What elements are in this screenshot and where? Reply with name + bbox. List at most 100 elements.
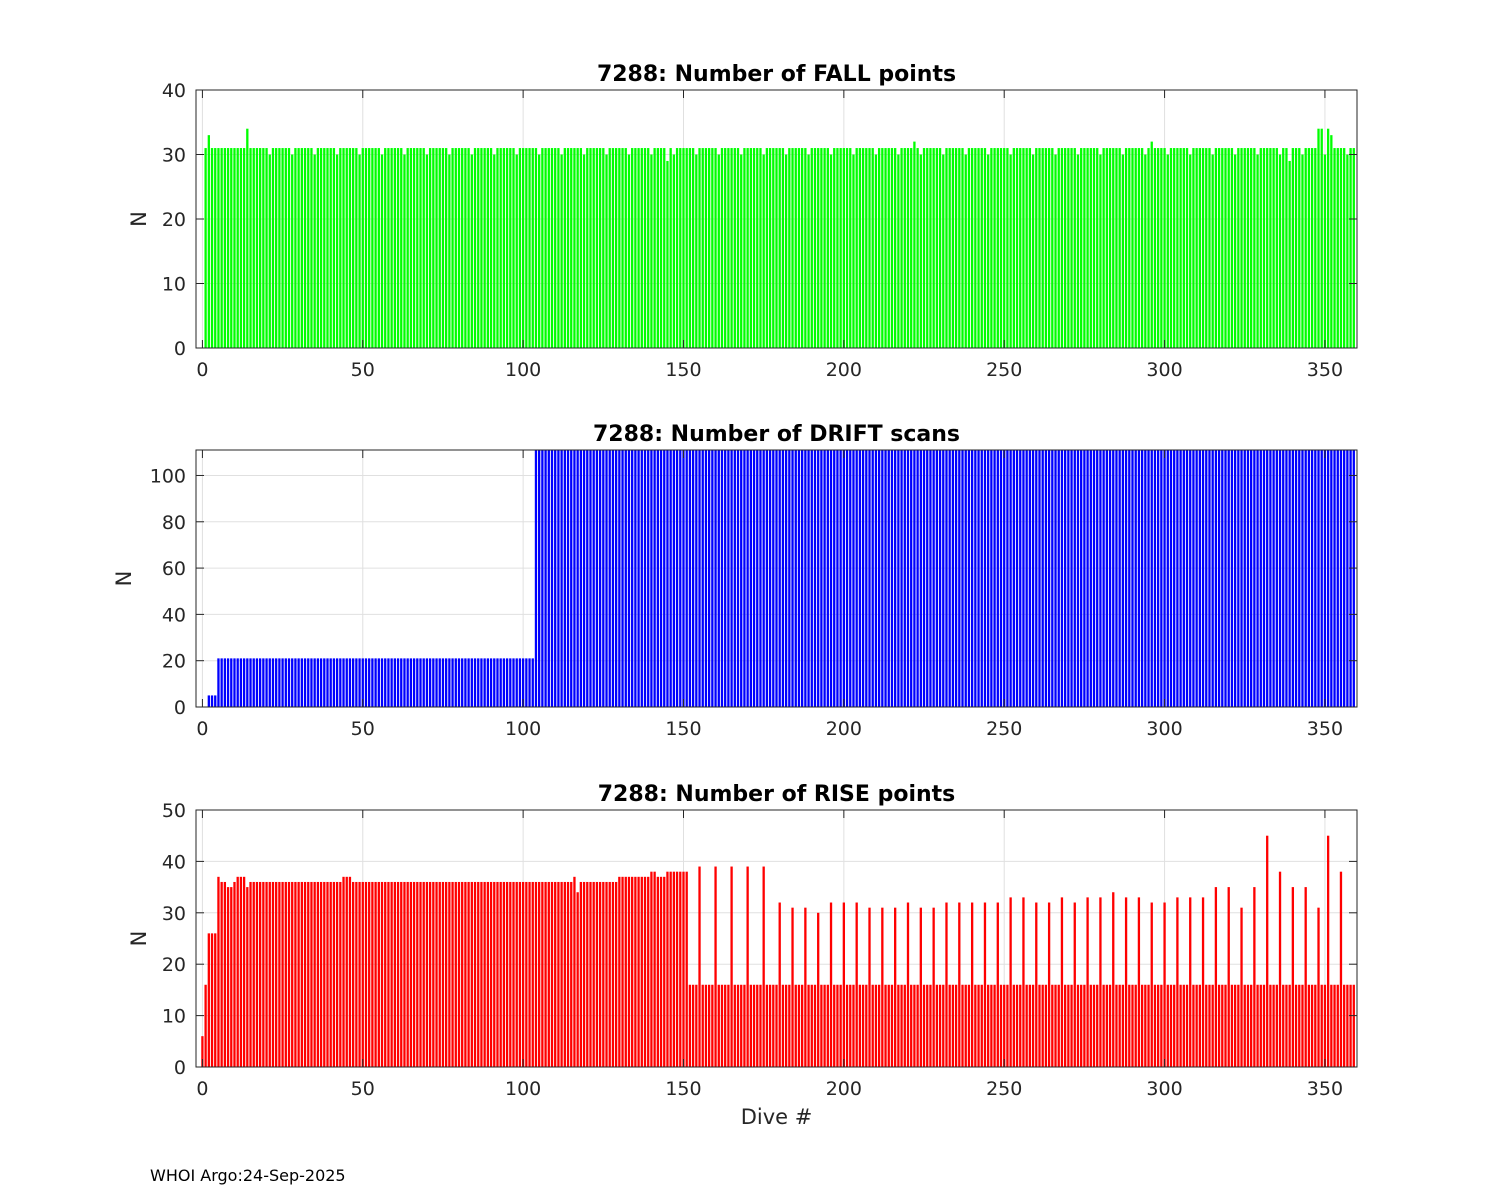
y-axis-label: N [127,211,151,227]
bar [910,984,913,1067]
bar [1317,128,1320,348]
bar [1230,148,1234,348]
bar [544,450,547,707]
bar [1182,148,1185,348]
bar [1128,984,1131,1067]
bar [714,148,717,348]
bar [307,658,310,707]
bar [707,984,711,1067]
bar [640,148,643,348]
bar [736,984,740,1067]
bar [611,450,615,707]
bar [467,148,470,348]
bar [1067,450,1070,707]
bar [1227,887,1230,1067]
bar [329,148,332,348]
bar [1176,148,1179,348]
bar [1147,984,1150,1067]
bar [1201,450,1205,707]
bar [839,984,842,1067]
bar [951,450,955,707]
bar [1060,148,1064,348]
bar [801,984,804,1067]
bar [1352,148,1355,348]
bar [1076,450,1080,707]
bar [223,148,227,348]
bar [528,658,531,707]
bar [656,876,659,1067]
bar [477,881,480,1067]
bar [1343,450,1346,707]
bar [483,658,486,707]
bar [1006,450,1009,707]
bar [666,160,669,348]
bar [781,148,785,348]
bar [980,984,983,1067]
bar [384,148,387,348]
bar [284,881,287,1067]
bar [1147,450,1150,707]
bar [239,148,243,348]
bar [605,881,608,1067]
bar [518,148,522,348]
bar [547,450,550,707]
bar [454,148,457,348]
bar [271,148,275,348]
bar [310,881,313,1067]
bar [528,881,531,1067]
bar [1060,450,1064,707]
bar [794,148,797,348]
bar [592,148,595,348]
bar [704,984,708,1067]
bar [669,871,672,1067]
bar [849,148,852,348]
bar [1140,984,1144,1067]
bar [817,148,820,348]
axes-frame [195,809,1358,1068]
bar [929,984,932,1067]
bar [868,450,871,707]
bar [1108,984,1112,1067]
bar [451,148,454,348]
bar [1044,450,1048,707]
bar [717,450,720,707]
bar [1185,148,1189,348]
bar [634,876,637,1067]
bar [1019,148,1022,348]
bar [727,984,730,1067]
bar [845,984,849,1067]
bar [948,984,951,1067]
bar [794,450,797,707]
bar [1288,450,1291,707]
bar [246,658,249,707]
bar [640,450,643,707]
bar [701,148,704,348]
bar [1320,450,1323,707]
bar [852,154,855,348]
bar [1166,450,1169,707]
bar [1006,148,1009,348]
bar [1266,835,1269,1067]
bar [1035,450,1038,707]
bar [836,984,839,1067]
bar [1173,450,1176,707]
bar [691,984,695,1067]
bar [778,902,781,1067]
bar [983,450,987,707]
bar [618,148,621,348]
bar [1144,154,1147,348]
bar [685,871,688,1067]
bar [326,881,329,1067]
bar [1221,148,1224,348]
bar [464,881,467,1067]
bar [582,881,586,1067]
bar [1250,450,1253,707]
bar [409,148,413,348]
bar [223,881,227,1067]
bar [1124,148,1128,348]
y-tick-label: 20 [162,209,186,231]
bar [887,984,890,1067]
bar [374,658,377,707]
bar [496,658,499,707]
bar [1285,984,1288,1067]
